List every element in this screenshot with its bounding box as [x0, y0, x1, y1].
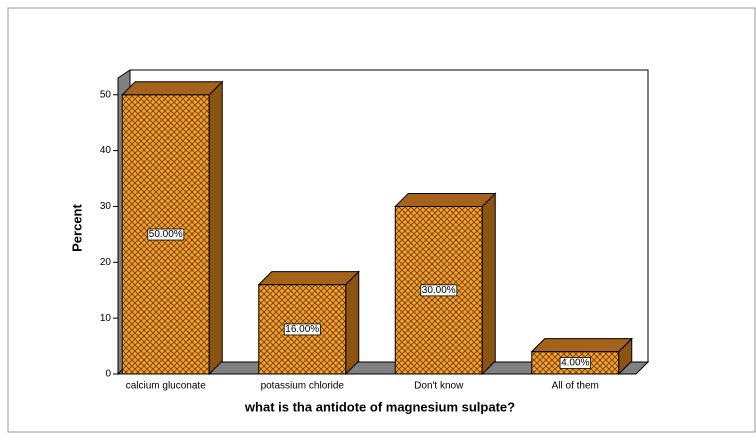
- y-axis-title: Percent: [69, 203, 84, 251]
- value-label-box: [559, 357, 591, 369]
- bar-side: [208, 80, 223, 376]
- x-tick-label: All of them: [552, 381, 599, 392]
- y-tick-label: 0: [105, 369, 111, 380]
- y-tick-label: 20: [100, 257, 112, 268]
- value-label-box: [147, 228, 185, 241]
- bar-side: [481, 192, 496, 376]
- value-label: 30.00%: [422, 285, 456, 296]
- y-tick-label: 50: [100, 89, 112, 100]
- value-label: 4.00%: [561, 357, 589, 368]
- value-label-box: [283, 323, 321, 336]
- value-label: 50.00%: [149, 229, 183, 240]
- x-tick-label: calcium gluconate: [126, 381, 206, 392]
- x-axis-title: what is tha antidote of magnesium sulpat…: [244, 399, 515, 414]
- bar-top: [530, 338, 633, 353]
- x-tick-label: Don't know: [414, 381, 464, 392]
- value-label-box: [420, 284, 458, 297]
- bar-top: [257, 271, 360, 286]
- y-tick-label: 30: [100, 201, 112, 212]
- value-label: 16.00%: [285, 324, 319, 335]
- x-tick-label: potassium chloride: [261, 381, 345, 392]
- bar-side: [345, 270, 360, 376]
- y-tick-label: 10: [100, 313, 112, 324]
- bar-top: [394, 192, 497, 207]
- y-tick-label: 40: [100, 145, 112, 156]
- bar-top: [121, 81, 224, 96]
